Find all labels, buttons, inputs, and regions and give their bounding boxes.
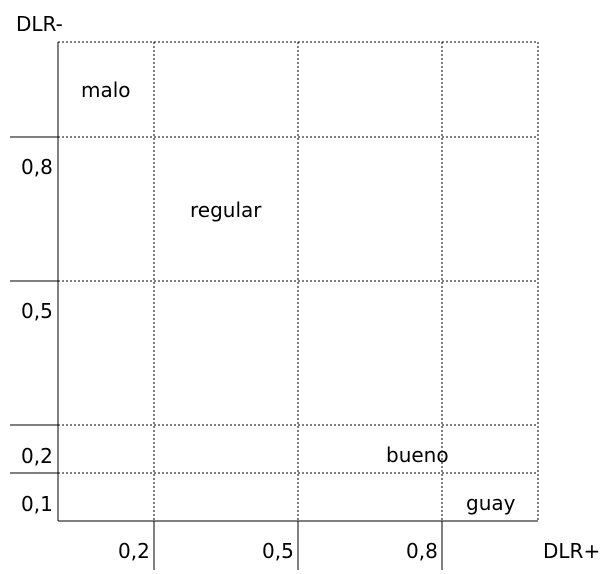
y-axis-title: DLR- xyxy=(16,12,63,36)
grid-dotted-lines xyxy=(58,41,539,521)
x-tick-label: 0,8 xyxy=(406,539,438,563)
region-label-guay: guay xyxy=(466,491,516,515)
y-tick-label: 0,8 xyxy=(21,155,53,179)
region-label-bueno: bueno xyxy=(386,443,449,467)
axes-solid-lines xyxy=(10,42,538,570)
y-tick-label: 0,5 xyxy=(21,299,53,323)
y-tick-label: 0,2 xyxy=(21,444,53,468)
y-tick-label: 0,1 xyxy=(21,492,53,516)
x-tick-label: 0,2 xyxy=(118,539,150,563)
region-label-malo: malo xyxy=(81,78,131,102)
x-tick-label: 0,5 xyxy=(262,539,294,563)
x-axis-title: DLR+ xyxy=(543,539,600,563)
region-label-regular: regular xyxy=(190,198,262,222)
